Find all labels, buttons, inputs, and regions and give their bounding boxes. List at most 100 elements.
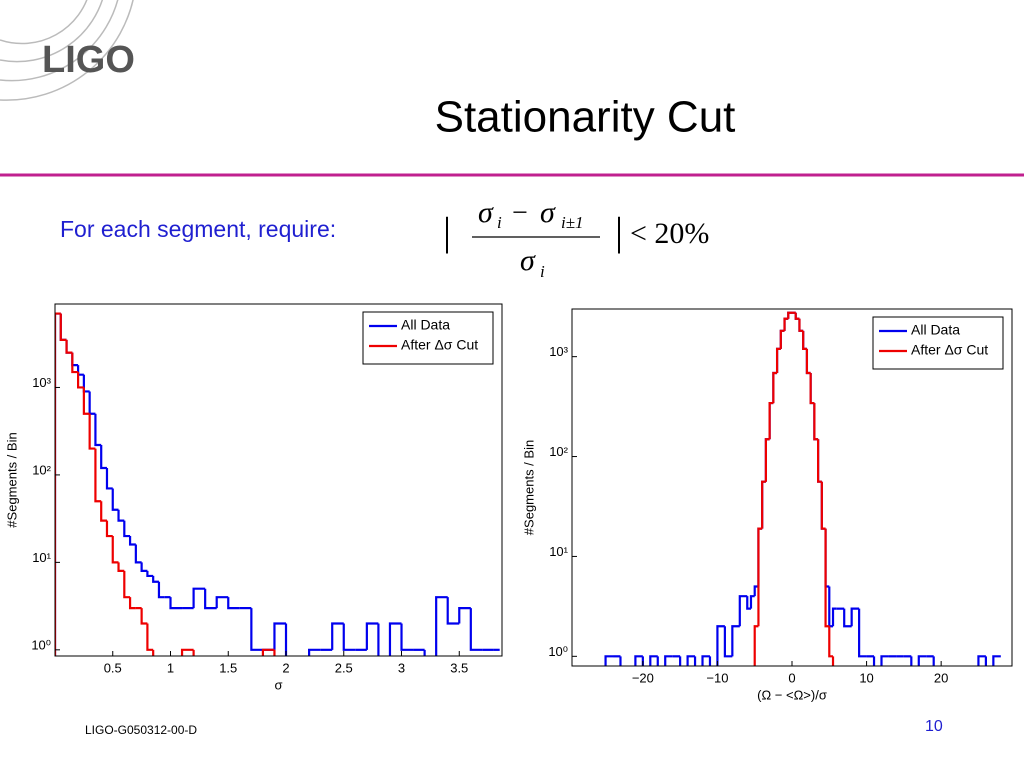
- histogram-step: [152, 575, 159, 583]
- histogram-step: [117, 562, 125, 572]
- histogram-step: [128, 597, 136, 610]
- x-tick-label: 20: [934, 670, 948, 685]
- histogram-step: [284, 623, 288, 656]
- histogram-step: [123, 520, 131, 538]
- histogram-step: [649, 655, 658, 666]
- histogram-step: [140, 562, 148, 572]
- histogram-step: [88, 413, 96, 450]
- legend-box: [872, 316, 1004, 370]
- histogram-step: [693, 656, 697, 666]
- histogram-step: [169, 597, 183, 610]
- histogram-step: [192, 587, 206, 609]
- histogram-step: [831, 656, 835, 666]
- histogram-step: [984, 656, 987, 666]
- histogram-step: [723, 626, 733, 658]
- histogram-step: [809, 373, 815, 405]
- inequality: < 20%: [630, 217, 709, 250]
- histogram-step: [152, 649, 155, 656]
- histogram-step: [261, 648, 275, 656]
- histogram-step: [215, 596, 229, 609]
- x-tick-label: 3.5: [450, 660, 468, 675]
- histogram-step: [146, 570, 154, 578]
- histogram-step: [858, 608, 867, 658]
- histogram-step: [641, 656, 644, 666]
- y-tick-label: 10¹: [32, 550, 51, 565]
- logo-arcs: [0, 0, 134, 101]
- histogram-step: [134, 544, 142, 564]
- histogram-step: [708, 656, 712, 666]
- histogram-step: [634, 655, 643, 666]
- histogram-step: [446, 597, 460, 625]
- histogram-step: [94, 448, 102, 503]
- histogram-step: [65, 339, 73, 354]
- y-tick-label: 10²: [549, 444, 568, 459]
- histogram-step: [365, 622, 379, 650]
- histogram-step: [757, 527, 763, 627]
- histogram-step: [731, 625, 740, 657]
- subscript: i: [540, 262, 545, 281]
- legend-label: After Δσ Cut: [911, 342, 988, 358]
- histogram-step: [824, 528, 830, 628]
- histogram-step: [932, 656, 935, 666]
- page-number: 10: [925, 718, 943, 735]
- histogram-step: [664, 655, 673, 666]
- histogram-step: [764, 438, 770, 482]
- histogram-step: [910, 656, 913, 666]
- histogram-step: [273, 649, 276, 656]
- x-tick-label: 0: [788, 670, 795, 685]
- sigma: σ: [478, 196, 494, 229]
- histogram-step: [59, 313, 67, 341]
- histogram-step: [872, 656, 876, 666]
- legend-label: All Data: [911, 322, 960, 338]
- y-tick-label: 10²: [32, 462, 51, 477]
- histogram-step: [716, 625, 725, 666]
- histogram-step: [775, 347, 781, 374]
- histogram-step: [423, 649, 426, 656]
- y-tick-label: 10⁰: [31, 637, 51, 652]
- x-tick-label: −10: [706, 670, 728, 685]
- histogram-step: [77, 372, 84, 389]
- legend-label: All Data: [401, 317, 450, 333]
- histogram-step: [105, 467, 113, 490]
- plot-marks: [604, 311, 1001, 666]
- histogram-step: [843, 608, 852, 628]
- histogram-step: [850, 607, 860, 627]
- histogram-step: [82, 387, 90, 415]
- histogram-step: [308, 648, 321, 656]
- histogram-step: [831, 607, 837, 627]
- histogram-step: [469, 608, 483, 651]
- histogram-step: [180, 648, 194, 656]
- histogram-step: [738, 595, 748, 627]
- histogram-step: [111, 536, 119, 564]
- histogram-step: [761, 480, 766, 529]
- logo: LIGO: [42, 39, 135, 81]
- histogram-step: [146, 623, 154, 651]
- histogram-step: [100, 444, 107, 470]
- histogram-step: [111, 488, 119, 511]
- axes-box: [54, 303, 503, 657]
- histogram-step: [55, 312, 61, 656]
- histogram-step: [779, 329, 785, 349]
- x-tick-label: 2: [282, 660, 289, 675]
- histogram-step: [342, 623, 356, 651]
- histogram-step: [977, 655, 986, 666]
- histogram-step: [802, 330, 807, 350]
- y-tick-label: 10³: [549, 344, 568, 359]
- x-axis-label: (Ω − <Ω>)/σ: [757, 687, 827, 702]
- y-axis-label: #Segments / Bin: [521, 440, 536, 535]
- plot-marks: [55, 312, 500, 656]
- histogram-step: [204, 588, 217, 610]
- histogram-step: [746, 596, 751, 610]
- y-tick-label: 10⁰: [548, 644, 568, 659]
- histogram-step: [749, 595, 755, 609]
- histogram-step: [820, 481, 826, 530]
- histogram-step: [128, 536, 136, 546]
- histogram-step: [794, 312, 800, 320]
- histogram-step: [813, 403, 819, 441]
- formula: | σ i − σ i±1 σ i | < 20%: [443, 196, 709, 281]
- histogram-step: [917, 655, 927, 666]
- x-tick-label: 0.5: [104, 660, 122, 675]
- histogram-step: [828, 626, 834, 658]
- legend-box: [362, 311, 494, 365]
- histogram-step: [273, 622, 287, 650]
